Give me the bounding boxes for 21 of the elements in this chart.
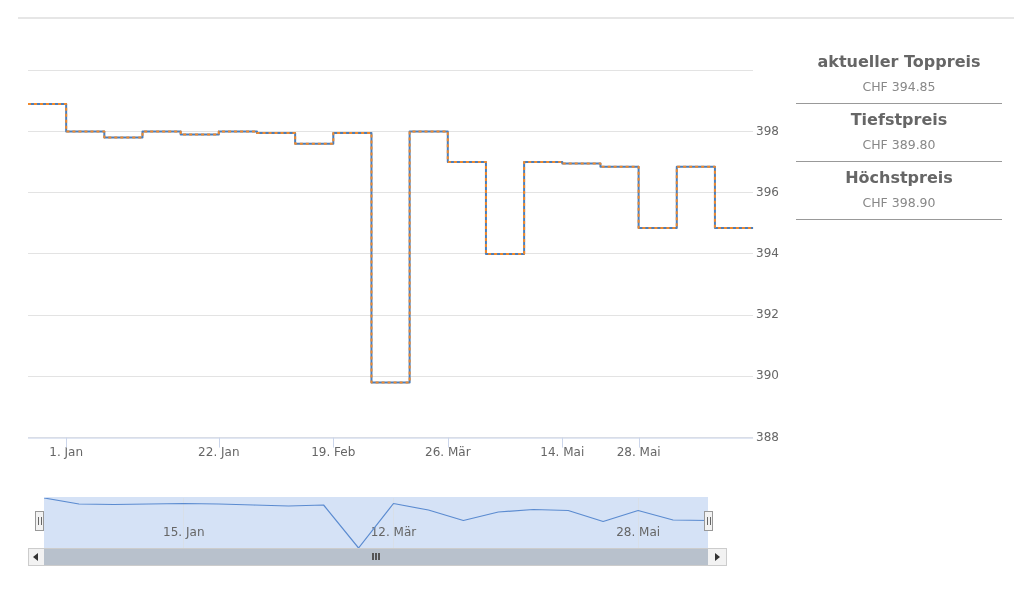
- y-tick-label: 398: [756, 123, 779, 138]
- text: Höchstpreis: [844, 168, 954, 187]
- x-tick-label: 14. Mai: [540, 444, 585, 459]
- x-tick-label: 28. Mai: [616, 444, 661, 459]
- text: aktueller Toppreis: [816, 52, 982, 71]
- y-tick-label: 388: [756, 429, 779, 444]
- x-tick-label: 12. Mär: [370, 525, 417, 540]
- y-tick-label: 394: [756, 246, 779, 261]
- text: CHF 398.90: [796, 187, 1002, 220]
- text: Tiefstpreis: [849, 110, 949, 129]
- x-tick-label: 22. Jan: [198, 444, 240, 459]
- x-tick-label: 15. Jan: [163, 525, 205, 540]
- x-tick-label: 1. Jan: [49, 444, 84, 459]
- text: CHF 394.85: [796, 71, 1002, 104]
- x-tick-label: 28. Mai: [616, 525, 661, 540]
- x-tick-label: 26. Mär: [425, 444, 471, 459]
- x-tick-label: 19. Feb: [311, 444, 356, 459]
- y-tick-label: 390: [756, 368, 779, 383]
- text: CHF 389.80: [796, 129, 1002, 162]
- y-tick-label: 392: [756, 307, 779, 322]
- y-tick-label: 396: [756, 184, 779, 199]
